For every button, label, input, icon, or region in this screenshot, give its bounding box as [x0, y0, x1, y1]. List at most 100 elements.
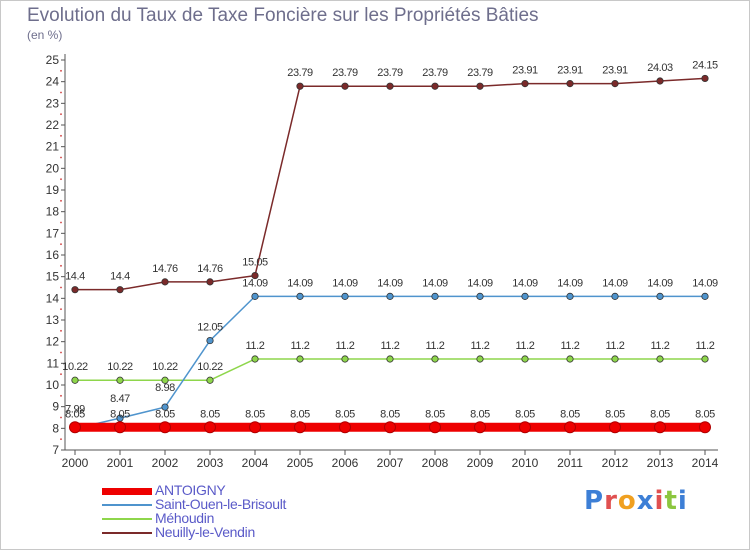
data-label: 23.91: [557, 65, 583, 77]
data-label: 8.05: [425, 408, 445, 420]
data-label: 8.05: [65, 408, 85, 420]
y-tick-label: 10: [46, 378, 60, 392]
y-tick-label: 15: [46, 270, 60, 284]
data-label: 14.09: [332, 277, 358, 289]
data-point: [341, 355, 349, 363]
data-point: [251, 355, 259, 363]
logo-letter: i: [654, 486, 665, 516]
data-label: 14.09: [422, 277, 448, 289]
x-tick-label: 2008: [422, 456, 449, 470]
y-minor-tick: [60, 438, 62, 441]
y-tick-label: 13: [46, 313, 60, 327]
x-tick-label: 2014: [692, 456, 719, 470]
data-label: 8.05: [560, 408, 580, 420]
y-minor-tick: [60, 308, 62, 311]
data-point: [656, 292, 664, 300]
data-label: 11.2: [651, 340, 670, 352]
data-point: [611, 80, 619, 88]
x-tick-label: 2001: [107, 456, 134, 470]
data-label: 8.05: [515, 408, 535, 420]
unit-label: (en %): [27, 28, 63, 42]
x-tick-label: 2000: [62, 456, 89, 470]
data-point: [476, 292, 484, 300]
data-label: 7.99: [65, 404, 85, 416]
y-minor-tick: [60, 178, 62, 181]
data-point: [566, 355, 574, 363]
y-minor-tick: [60, 329, 62, 332]
data-point: [431, 355, 439, 363]
data-label: 11.2: [291, 340, 310, 352]
legend-label-saint-ouen: Saint-Ouen-le-Brisoult: [155, 496, 287, 512]
data-point: [521, 80, 529, 88]
x-tick-label: 2004: [242, 456, 269, 470]
y-minor-tick: [60, 91, 62, 94]
data-point: [431, 82, 439, 90]
data-label: 11.2: [471, 340, 490, 352]
y-minor-tick: [60, 221, 62, 224]
x-tick-label: 2013: [647, 456, 674, 470]
data-label: 8.05: [200, 408, 220, 420]
data-label: 8.05: [245, 408, 265, 420]
x-tick-label: 2009: [467, 456, 494, 470]
data-point: [296, 355, 304, 363]
data-label: 23.79: [287, 67, 313, 79]
data-label: 23.91: [602, 65, 628, 77]
data-label: 14.09: [602, 277, 628, 289]
y-tick-label: 12: [46, 335, 60, 349]
data-point: [566, 292, 574, 300]
x-tick-label: 2011: [557, 456, 583, 470]
legend-swatch-antoigny: [102, 488, 152, 495]
data-label: 23.79: [422, 67, 448, 79]
series-line-3: [75, 77, 706, 291]
x-tick-label: 2006: [332, 456, 359, 470]
data-label: 14.76: [152, 263, 178, 275]
data-label: 8.05: [695, 408, 715, 420]
y-tick-label: 24: [46, 75, 60, 89]
data-label: 24.15: [692, 59, 718, 71]
data-point: [519, 421, 531, 434]
legend-label-mehoudin: Méhoudin: [155, 510, 215, 526]
data-label: 8.98: [155, 382, 175, 394]
y-minor-tick: [60, 113, 62, 116]
data-point: [294, 421, 306, 434]
data-point: [386, 292, 394, 300]
y-minor-tick: [60, 286, 62, 289]
data-label: 14.09: [377, 277, 403, 289]
data-label: 14.09: [647, 277, 673, 289]
x-tick-label: 2010: [512, 456, 539, 470]
data-point: [656, 355, 664, 363]
y-tick-label: 19: [46, 183, 60, 197]
data-point: [71, 286, 79, 294]
y-minor-tick: [60, 156, 62, 159]
data-point: [341, 292, 349, 300]
data-label: 14.4: [65, 271, 85, 283]
y-minor-tick: [60, 416, 62, 419]
logo-letter: t: [664, 486, 678, 516]
data-point: [71, 376, 79, 384]
y-minor-tick: [60, 199, 62, 202]
data-point: [251, 292, 259, 300]
data-point: [609, 421, 621, 434]
logo-letter: o: [617, 486, 637, 516]
y-tick-label: 11: [47, 356, 60, 370]
data-label: 15.05: [242, 257, 268, 269]
legend-label-neuilly: Neuilly-le-Vendin: [155, 524, 255, 540]
data-label: 8.05: [335, 408, 355, 420]
data-label: 8.05: [605, 408, 625, 420]
y-tick-label: 17: [46, 226, 60, 240]
data-point: [296, 292, 304, 300]
y-tick-label: 7: [52, 443, 59, 457]
legend-swatch-neuilly: [102, 532, 152, 534]
data-point: [476, 82, 484, 90]
y-minor-tick: [60, 373, 62, 376]
data-label: 14.09: [557, 277, 583, 289]
data-label: 10.22: [152, 361, 178, 373]
data-point: [611, 355, 619, 363]
data-point: [204, 421, 216, 434]
data-point: [699, 421, 711, 434]
data-point: [116, 376, 124, 384]
data-label: 23.79: [467, 67, 493, 79]
data-point: [116, 286, 124, 294]
data-label: 8.05: [380, 408, 400, 420]
